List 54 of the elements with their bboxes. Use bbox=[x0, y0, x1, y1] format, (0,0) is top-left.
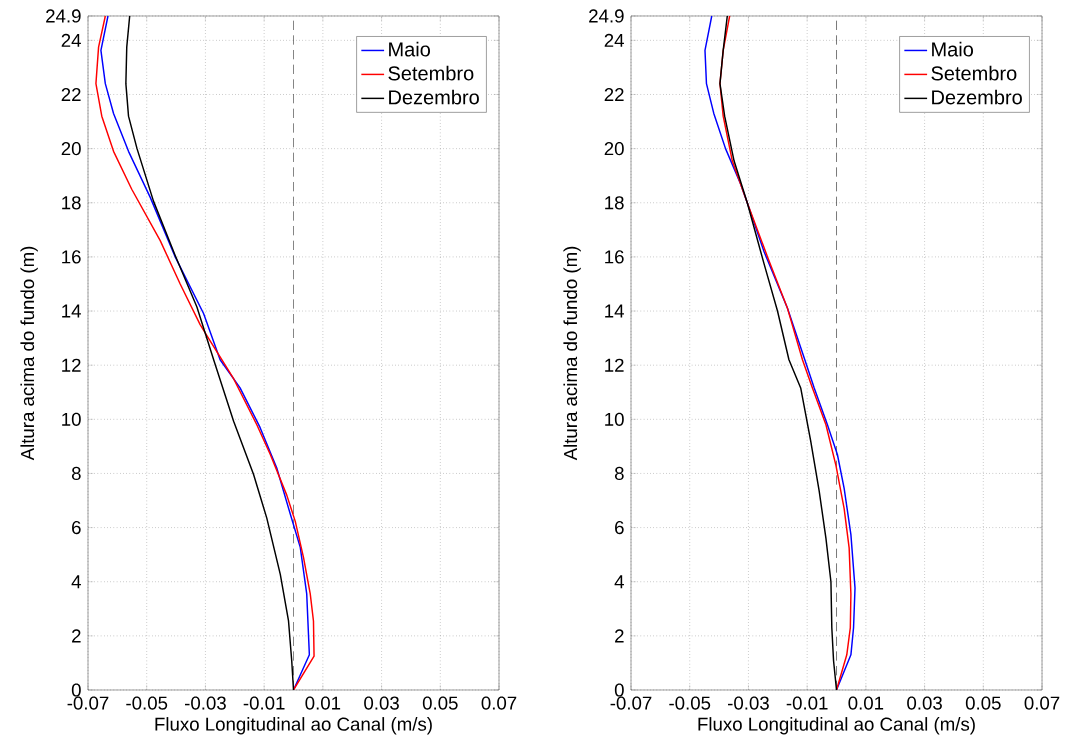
x-tick-label: -0.05 bbox=[669, 696, 711, 710]
x-tick-label: -0.01 bbox=[786, 696, 828, 710]
y-tick-label: 8 bbox=[614, 466, 624, 481]
x-tick-label: 0.03 bbox=[907, 696, 942, 710]
y-tick-label: 8 bbox=[71, 466, 81, 481]
x-tick-label: 0.07 bbox=[481, 696, 517, 710]
y-tick-label: 14 bbox=[62, 304, 81, 318]
y-tick-label: 24 bbox=[61, 33, 81, 47]
y-tick-label: 4 bbox=[71, 575, 81, 589]
y-tick-label: 12 bbox=[62, 358, 81, 372]
y-tick-label: 24 bbox=[604, 33, 624, 47]
legend-label: Maio bbox=[389, 41, 431, 57]
y-tick-label: 4 bbox=[614, 575, 624, 589]
y-tick-label: 6 bbox=[615, 520, 624, 535]
x-tick-label: 0.05 bbox=[422, 696, 458, 710]
y-tick-label: 16 bbox=[605, 250, 624, 264]
y-axis-title: Altura acima do fundo (m) bbox=[563, 246, 581, 461]
legend-label: Dezembro bbox=[932, 89, 1022, 105]
x-tick-label: 0.01 bbox=[848, 696, 884, 710]
y-tick-label: 0 bbox=[71, 683, 81, 697]
x-tick-label: -0.01 bbox=[243, 696, 285, 710]
y-tick-label: 24.9 bbox=[589, 9, 624, 23]
x-tick-label: 0.07 bbox=[1024, 696, 1060, 710]
y-tick-label: 2 bbox=[72, 629, 81, 643]
y-tick-label: 14 bbox=[605, 304, 624, 318]
y-tick-label: 22 bbox=[61, 87, 81, 102]
x-tick-label: 0.05 bbox=[965, 696, 1001, 710]
legend-label: Dezembro bbox=[389, 89, 479, 105]
y-tick-label: 22 bbox=[604, 87, 624, 102]
x-axis-title: Fluxo Longitudinal ao Canal (m/s) bbox=[155, 717, 432, 735]
x-tick-label: 0.01 bbox=[305, 696, 341, 710]
x-tick-label: -0.03 bbox=[728, 696, 769, 710]
x-tick-label: -0.07 bbox=[67, 696, 109, 710]
x-tick-label: 0.03 bbox=[364, 696, 399, 710]
y-tick-label: 10 bbox=[62, 412, 81, 426]
legend-label: Setembro bbox=[931, 65, 1017, 81]
x-tick-label: -0.07 bbox=[610, 696, 652, 710]
y-tick-label: 18 bbox=[62, 196, 81, 210]
legend-label: Maio bbox=[932, 41, 974, 57]
y-tick-label: 20 bbox=[604, 142, 624, 156]
y-tick-label: 6 bbox=[72, 520, 81, 535]
y-tick-label: 0 bbox=[614, 683, 624, 697]
y-axis-title: Altura acima do fundo (m) bbox=[20, 246, 38, 461]
x-axis-title: Fluxo Longitudinal ao Canal (m/s) bbox=[698, 717, 975, 735]
y-tick-label: 24.9 bbox=[46, 9, 81, 23]
x-tick-label: -0.03 bbox=[185, 696, 226, 710]
y-tick-label: 2 bbox=[615, 629, 624, 643]
y-tick-label: 12 bbox=[605, 358, 624, 372]
y-tick-label: 18 bbox=[605, 196, 624, 210]
legend-label: Setembro bbox=[388, 65, 474, 81]
y-tick-label: 16 bbox=[62, 250, 81, 264]
y-tick-label: 10 bbox=[605, 412, 624, 426]
y-tick-label: 20 bbox=[61, 142, 81, 156]
x-tick-label: -0.05 bbox=[126, 696, 168, 710]
